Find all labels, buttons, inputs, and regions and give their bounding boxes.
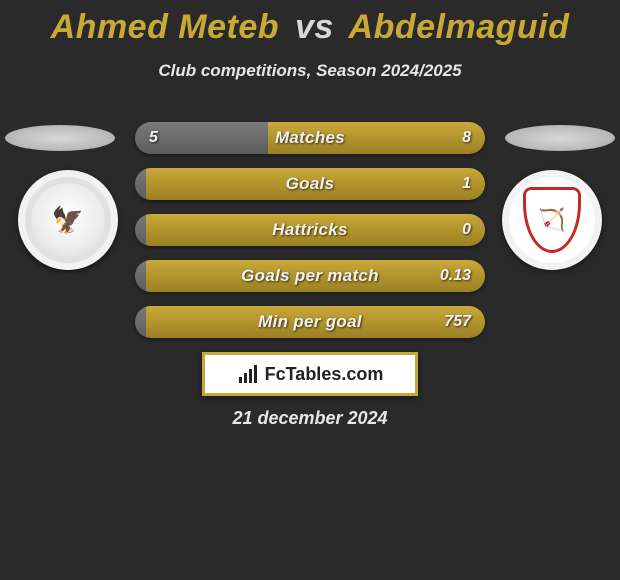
eagle-icon: 🦅 — [52, 205, 84, 236]
stat-bar: Matches5 8 — [135, 122, 485, 154]
title-player-left: Ahmed Meteb — [51, 8, 279, 46]
archer-icon: 🏹 — [538, 207, 565, 233]
brand-text: FcTables.com — [265, 364, 384, 385]
page-title: Ahmed Meteb vs Abdelmaguid — [0, 0, 620, 47]
stat-bar-right-value: 757 — [444, 306, 471, 338]
stat-bar-label: Goals per match — [135, 260, 485, 292]
stat-bar-label: Hattricks — [135, 214, 485, 246]
right-club-crest: 🏹 — [502, 170, 602, 270]
title-player-right: Abdelmaguid — [349, 8, 570, 46]
title-vs: vs — [295, 8, 334, 46]
stat-bar: Min per goal757 — [135, 306, 485, 338]
left-ellipse-decor — [5, 125, 115, 151]
stat-bar: Hattricks0 — [135, 214, 485, 246]
stat-bar-label: Min per goal — [135, 306, 485, 338]
stat-bar: Goals per match0.13 — [135, 260, 485, 292]
date-text: 21 december 2024 — [0, 408, 620, 429]
stat-bar-right-value: 0 — [462, 214, 471, 246]
left-crest-inner: 🦅 — [25, 177, 111, 263]
stat-bar-label: Goals — [135, 168, 485, 200]
right-crest-inner: 🏹 — [509, 177, 595, 263]
shield-icon: 🏹 — [523, 187, 581, 253]
stat-bar-right-value: 0.13 — [440, 260, 471, 292]
stat-bar-left-value: 5 — [149, 122, 158, 154]
stat-bar-right-value: 8 — [462, 122, 471, 154]
stat-bar: Goals1 — [135, 168, 485, 200]
subtitle: Club competitions, Season 2024/2025 — [0, 61, 620, 81]
stat-bar-right-value: 1 — [462, 168, 471, 200]
stat-bar-label: Matches — [135, 122, 485, 154]
right-ellipse-decor — [505, 125, 615, 151]
bar-chart-icon — [237, 365, 259, 383]
left-club-crest: 🦅 — [18, 170, 118, 270]
comparison-infographic: Ahmed Meteb vs Abdelmaguid Club competit… — [0, 0, 620, 580]
brand-box: FcTables.com — [202, 352, 418, 396]
stat-bars: Matches5 8 Goals1 Hattricks0 Goals per match… — [135, 122, 485, 352]
